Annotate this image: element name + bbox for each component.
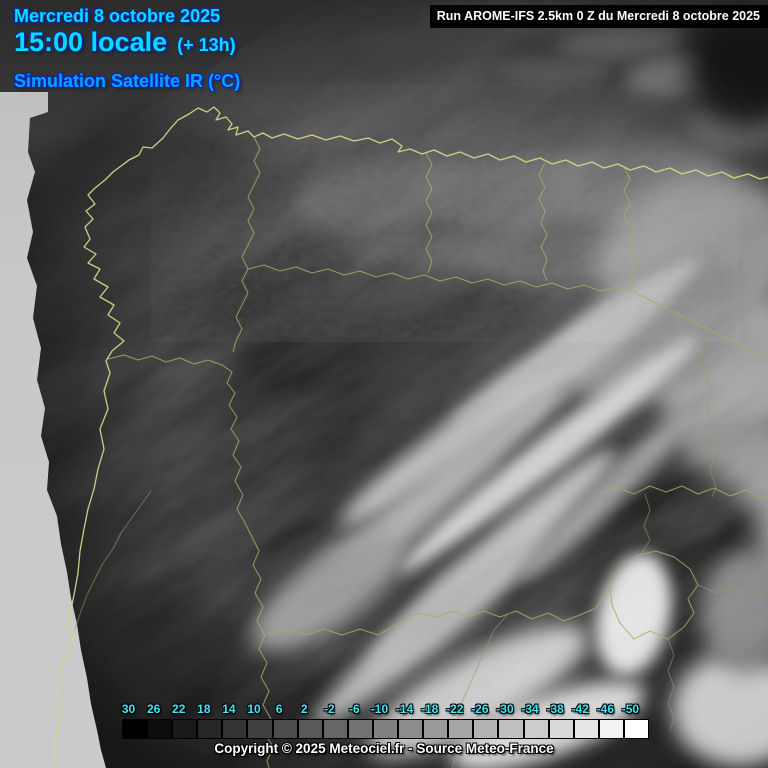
scale-cell-22 [172, 719, 198, 739]
scale-label-22: 22 [172, 702, 186, 716]
scale-label-14: 14 [222, 702, 236, 716]
border-cantabria-basque-path [538, 162, 548, 282]
scale-label-10: 10 [247, 702, 261, 716]
scale-label--2: -2 [323, 702, 335, 716]
border-soria-vertical-path [699, 326, 717, 498]
scale-cell--14 [398, 719, 424, 739]
scale-label--42: -42 [571, 702, 589, 716]
border-extremadura-path [451, 613, 509, 768]
scale-cell-30 [122, 719, 148, 739]
scale-label-26: 26 [146, 702, 161, 716]
header-date: Mercredi 8 octobre 2025 [14, 6, 221, 26]
scale-cell--50 [623, 719, 649, 739]
border-castilla-horizontal-path [599, 485, 768, 499]
scale-cell--2 [322, 719, 348, 739]
border-madrid-region-path [609, 550, 699, 640]
scale-label-6: 6 [275, 702, 283, 716]
scale-cell-6 [272, 719, 298, 739]
scale-cell--26 [473, 719, 499, 739]
scale-cell--18 [423, 719, 449, 739]
scale-cell--30 [498, 719, 524, 739]
header-subtitle: Simulation Satellite IR (°C) [14, 71, 241, 91]
scale-label-2: 2 [300, 702, 308, 716]
header-time-offset: (+ 13h) [177, 35, 236, 55]
border-cantabrian-range-path [247, 264, 633, 292]
border-asturias-cantabria-path [425, 152, 433, 274]
border-basque-east-path [623, 166, 637, 291]
scale-label--46: -46 [596, 702, 614, 716]
scale-label--18: -18 [421, 702, 439, 716]
temperature-scale-labels: 30 26 22 18 14 10 6 2 -2 -6 -10 -14 -18 -22 -26 -30 -34-… [116, 702, 643, 716]
scale-cell--10 [372, 719, 399, 739]
scale-label--50: -50 [621, 702, 640, 716]
coastline-west-path [53, 113, 190, 768]
scale-cell--6 [347, 719, 373, 739]
run-info-bar: Run AROME-IFS 2.5km 0 Z du Mercredi 8 oc… [429, 5, 768, 28]
scale-cell-26 [147, 719, 173, 739]
scale-label--10: -10 [370, 702, 389, 716]
coastline-north-path [188, 106, 768, 180]
border-madrid-south-path [667, 638, 675, 732]
scale-label--38: -38 [546, 702, 564, 716]
scale-cell--34 [523, 719, 549, 739]
border-to-madrid-path [641, 493, 651, 553]
copyright-text: Copyright © 2025 Meteociel.fr - Source M… [214, 741, 554, 756]
scale-label--14: -14 [395, 702, 414, 716]
temperature-scale-bar [122, 719, 649, 739]
border-rioja-diagonal-path [631, 290, 768, 359]
border-portugal-district-path [74, 490, 152, 630]
cloud-blob [355, 30, 505, 54]
border-madrid-east-path [697, 584, 768, 596]
scale-cell--42 [573, 719, 599, 739]
scale-cell--38 [548, 719, 574, 739]
border-galicia-east-path [232, 136, 261, 353]
border-portugal-spain-path [107, 354, 274, 768]
scale-cell-10 [247, 719, 273, 739]
scale-cell-2 [297, 719, 323, 739]
header-time-value: 15:00 locale [14, 27, 168, 57]
scale-label--26: -26 [471, 702, 489, 716]
scale-cell--22 [448, 719, 474, 739]
scale-label--6: -6 [349, 702, 360, 716]
scale-cell--46 [598, 719, 624, 739]
scale-label-30: 30 [121, 702, 136, 716]
scale-cell-18 [197, 719, 223, 739]
scale-label--34: -34 [521, 702, 539, 716]
border-sistema-central-path [268, 584, 611, 636]
scale-cell-14 [222, 719, 248, 739]
header-time: 15:00 locale (+ 13h) [14, 27, 236, 58]
scale-label--22: -22 [446, 702, 464, 716]
scale-label--30: -30 [496, 702, 514, 716]
scale-label-18: 18 [197, 702, 211, 716]
